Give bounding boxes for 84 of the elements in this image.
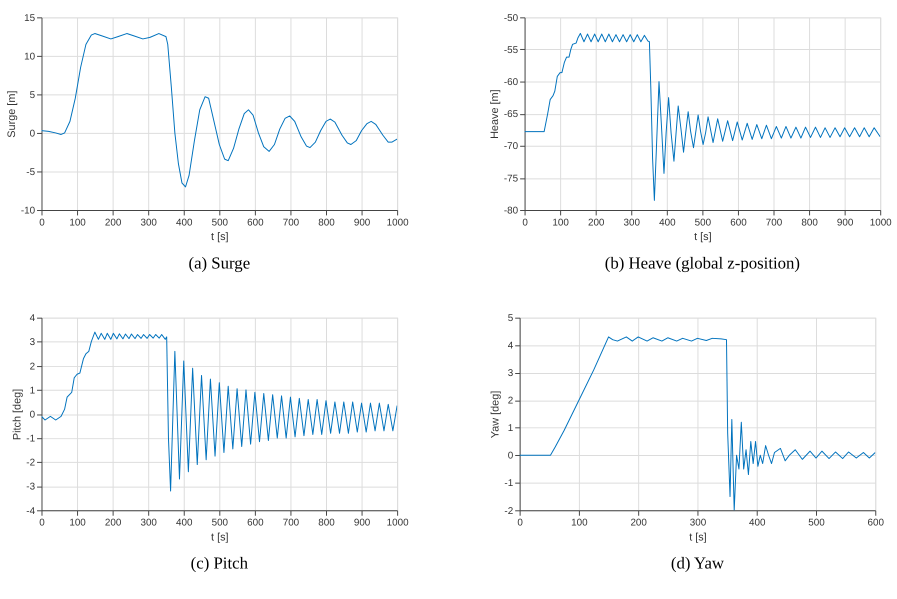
x-tick-label: 100 <box>552 217 570 228</box>
x-tick-label: 700 <box>282 217 300 228</box>
y-tick-label: 0 <box>30 409 36 420</box>
x-tick-label: 200 <box>104 217 122 228</box>
x-tick-label: 500 <box>808 518 826 529</box>
x-tick-label: 1000 <box>386 217 410 228</box>
x-tick-label: 200 <box>630 518 648 529</box>
y-tick-label: 2 <box>30 361 36 372</box>
x-tick-label: 300 <box>140 518 158 529</box>
x-tick-label: 500 <box>212 217 229 228</box>
x-axis-title: t [s] <box>211 231 229 244</box>
x-tick-label: 100 <box>69 217 86 228</box>
y-tick-label: 0 <box>508 450 514 462</box>
x-tick-label: 0 <box>522 217 528 228</box>
x-tick-label: 400 <box>659 217 676 228</box>
x-tick-label: 300 <box>140 217 158 228</box>
x-tick-label: 100 <box>571 518 588 529</box>
x-tick-label: 300 <box>690 518 707 529</box>
x-tick-label: 400 <box>176 518 193 529</box>
y-axis-title: Heave [m] <box>488 89 501 139</box>
y-axis-title: Yaw [deg] <box>489 390 502 438</box>
y-axis-title: Pitch [deg] <box>11 388 24 440</box>
text: (a) Surge <box>188 253 250 272</box>
y-tick-label: -10 <box>20 205 36 216</box>
x-tick-label: 100 <box>69 518 86 529</box>
y-tick-label: -2 <box>504 506 514 517</box>
x-tick-label: 200 <box>104 518 122 529</box>
x-tick-label: 1000 <box>386 518 410 529</box>
y-tick-label: 10 <box>24 51 36 62</box>
x-tick-label: 800 <box>318 217 336 228</box>
x-tick-label: 1000 <box>870 217 892 228</box>
x-tick-label: 600 <box>247 217 264 228</box>
y-tick-label: 4 <box>508 340 514 352</box>
y-tick-label: 5 <box>508 313 514 324</box>
y-tick-label: -1 <box>504 478 514 490</box>
y-tick-label: 1 <box>508 423 514 434</box>
line-series <box>41 33 398 188</box>
x-tick-label: 600 <box>868 518 884 529</box>
x-tick-label: 900 <box>836 217 854 228</box>
y-tick-label: -3 <box>26 482 36 493</box>
y-tick-label: -55 <box>504 44 519 56</box>
x-axis-title: t [s] <box>211 531 229 544</box>
y-tick-label: -4 <box>26 506 36 517</box>
y-tick-label: 3 <box>30 337 36 348</box>
x-tick-label: 500 <box>212 518 229 529</box>
y-tick-label: -70 <box>504 141 519 152</box>
y-tick-label: 5 <box>30 90 36 101</box>
y-tick-label: -80 <box>504 205 519 216</box>
x-tick-label: 300 <box>624 217 640 228</box>
x-tick-label: 800 <box>318 518 336 529</box>
y-tick-label: 2 <box>508 396 514 407</box>
text: (b) Heave (global z-position) <box>604 253 800 272</box>
x-tick-label: 400 <box>748 518 766 529</box>
line-series <box>524 32 880 201</box>
x-axis-title: t [s] <box>689 531 707 544</box>
y-tick-label: 4 <box>30 313 36 324</box>
x-tick-label: 900 <box>354 217 371 228</box>
y-tick-label: -50 <box>504 12 519 24</box>
y-tick-label: 1 <box>30 385 36 396</box>
text: (d) Yaw <box>670 554 725 573</box>
x-tick-label: 0 <box>39 518 46 529</box>
text: (c) Pitch <box>190 554 249 573</box>
y-tick-label: 0 <box>30 128 36 140</box>
y-tick-label: -1 <box>26 434 36 445</box>
x-tick-label: 900 <box>354 518 371 529</box>
y-tick-label: 15 <box>24 12 36 24</box>
x-axis-title: t [s] <box>694 231 712 244</box>
y-tick-label: -5 <box>26 166 36 178</box>
x-tick-label: 700 <box>766 217 783 228</box>
x-tick-label: 700 <box>282 518 300 529</box>
y-tick-label: -65 <box>504 109 519 120</box>
x-tick-label: 200 <box>588 217 605 228</box>
x-tick-label: 800 <box>801 217 818 228</box>
y-tick-label: -2 <box>26 458 36 469</box>
x-tick-label: 400 <box>176 217 193 228</box>
x-tick-label: 600 <box>730 217 748 228</box>
y-tick-label: -60 <box>504 77 519 88</box>
y-axis-title: Surge [m] <box>6 90 18 138</box>
x-tick-label: 0 <box>39 217 46 228</box>
y-tick-label: -75 <box>504 173 519 184</box>
x-tick-label: 500 <box>694 217 712 228</box>
line-series <box>41 332 398 492</box>
y-tick-label: 3 <box>508 368 514 380</box>
x-tick-label: 600 <box>247 518 264 529</box>
